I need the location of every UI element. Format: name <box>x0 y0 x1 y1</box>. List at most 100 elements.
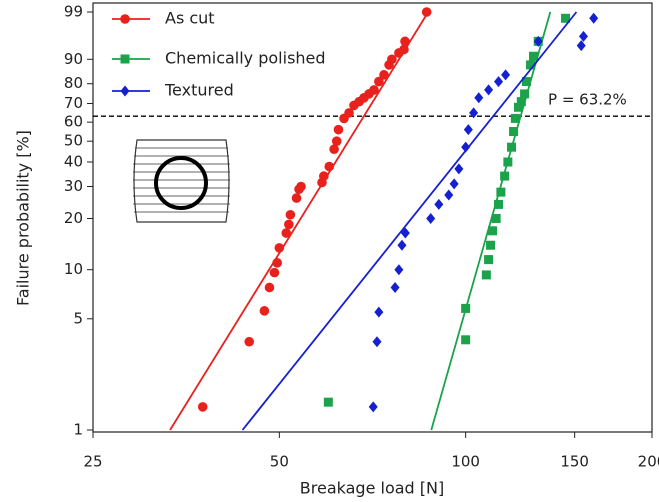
point <box>449 178 459 190</box>
x-tick-label: 50 <box>270 453 289 471</box>
point <box>369 85 379 95</box>
point <box>333 124 344 135</box>
point <box>589 12 599 24</box>
x-tick-label: 150 <box>560 453 589 471</box>
point <box>516 97 526 107</box>
point <box>461 141 471 153</box>
point <box>576 40 586 52</box>
point <box>397 239 407 251</box>
plot-frame <box>92 2 653 433</box>
point <box>469 107 479 119</box>
y-tick-label: 40 <box>64 153 83 171</box>
point <box>324 161 335 172</box>
point <box>561 13 571 23</box>
point <box>494 76 504 88</box>
inset-icon <box>133 139 230 223</box>
point <box>526 60 536 70</box>
point <box>444 189 454 201</box>
y-tick-label: 60 <box>64 113 83 131</box>
point <box>496 187 506 197</box>
point <box>520 89 530 99</box>
point <box>400 227 410 239</box>
point <box>484 84 494 96</box>
point <box>484 255 494 265</box>
point <box>259 306 270 316</box>
point <box>522 77 532 87</box>
point <box>269 267 280 278</box>
y-tick-label: 30 <box>64 177 83 195</box>
fit-line <box>169 11 429 431</box>
y-tick-label: 80 <box>64 74 83 92</box>
y-tick-label: 90 <box>64 50 83 68</box>
legend-label: Chemically polished <box>165 49 326 68</box>
point <box>329 144 339 155</box>
fit-line <box>430 11 552 431</box>
point <box>491 214 501 224</box>
point <box>368 401 378 413</box>
point <box>319 171 329 181</box>
point <box>533 35 543 47</box>
reference-label: P = 63.2% <box>548 91 627 109</box>
point <box>474 92 484 104</box>
point <box>394 264 404 276</box>
point <box>421 7 432 17</box>
y-tick-label: 5 <box>73 309 83 327</box>
point <box>331 136 342 146</box>
point <box>454 163 464 175</box>
point <box>486 240 496 250</box>
x-axis-label: Breakage load [N] <box>300 479 444 498</box>
point <box>578 30 588 42</box>
y-tick-label: 50 <box>64 132 83 150</box>
point <box>244 336 255 347</box>
point <box>272 258 282 268</box>
point <box>507 142 517 152</box>
point <box>463 124 473 136</box>
x-tick-label: 100 <box>451 453 480 471</box>
point <box>285 209 296 220</box>
legend-label: Textured <box>164 81 234 100</box>
point <box>291 193 302 203</box>
point <box>400 36 410 47</box>
y-tick-label: 70 <box>64 94 83 112</box>
point <box>528 51 538 61</box>
point <box>372 336 382 348</box>
y-tick-label: 20 <box>64 209 83 227</box>
x-tick-label: 200 <box>638 453 659 471</box>
legend-marker <box>120 14 130 24</box>
point <box>488 226 498 236</box>
y-tick-label: 99 <box>64 3 83 21</box>
point <box>513 102 523 112</box>
point <box>399 44 409 55</box>
point <box>374 76 384 87</box>
point <box>501 69 511 81</box>
y-tick-label: 1 <box>73 421 83 439</box>
point <box>434 198 444 210</box>
legend-label: As cut <box>165 9 215 28</box>
legend-marker <box>120 54 130 64</box>
point <box>197 402 208 412</box>
point <box>509 127 519 137</box>
point <box>296 181 306 192</box>
legend-marker <box>120 85 130 97</box>
point <box>390 281 400 293</box>
point <box>284 219 294 230</box>
point <box>494 199 504 209</box>
point <box>379 70 389 80</box>
point <box>274 243 285 253</box>
point <box>500 171 510 181</box>
point <box>374 306 384 318</box>
point <box>461 335 471 345</box>
point <box>344 108 354 118</box>
point <box>426 213 436 225</box>
point <box>281 228 292 238</box>
y-axis-label: Failure probability [%] <box>14 130 33 306</box>
point <box>264 282 275 293</box>
point <box>323 397 333 407</box>
fit-line <box>241 11 578 431</box>
point <box>503 157 513 167</box>
point <box>387 54 397 65</box>
point <box>461 303 471 313</box>
point <box>481 270 491 280</box>
y-tick-label: 10 <box>64 260 83 278</box>
